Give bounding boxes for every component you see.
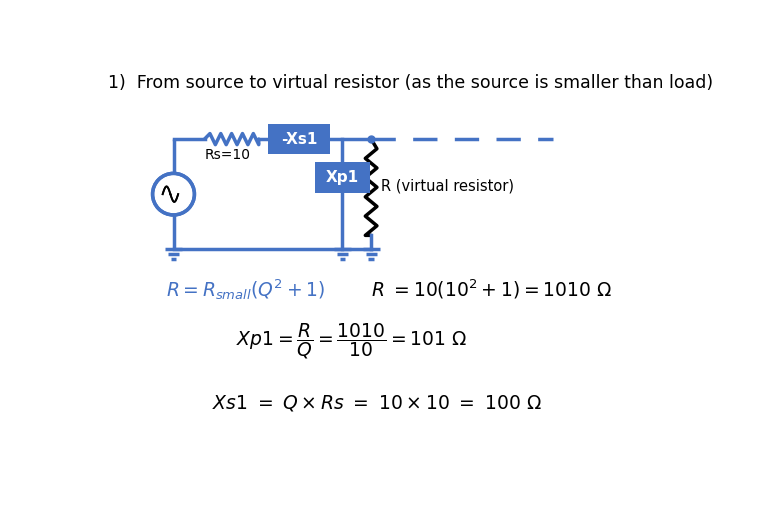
- Circle shape: [153, 173, 194, 215]
- Text: $Xp1 = \dfrac{R}{Q} = \dfrac{1010}{10} = 101\ \Omega$: $Xp1 = \dfrac{R}{Q} = \dfrac{1010}{10} =…: [236, 321, 467, 361]
- Bar: [316, 162, 369, 193]
- Bar: [268, 125, 330, 154]
- Text: Rs=10: Rs=10: [205, 148, 250, 162]
- Text: $R = R_{small}(Q^2 + 1)$: $R = R_{small}(Q^2 + 1)$: [166, 277, 325, 302]
- Text: $Xs1\ =\ Q \times Rs\ =\ 10 \times 10\ =\ 100\ \Omega$: $Xs1\ =\ Q \times Rs\ =\ 10 \times 10\ =…: [212, 393, 542, 413]
- Text: R (virtual resistor): R (virtual resistor): [381, 178, 515, 193]
- Text: -Xs1: -Xs1: [281, 132, 317, 147]
- Text: $R\ {=}10(10^2 + 1) = 1010\ \Omega$: $R\ {=}10(10^2 + 1) = 1010\ \Omega$: [371, 278, 612, 301]
- Text: Xp1: Xp1: [326, 170, 359, 185]
- Text: 1)  From source to virtual resistor (as the source is smaller than load): 1) From source to virtual resistor (as t…: [108, 74, 713, 92]
